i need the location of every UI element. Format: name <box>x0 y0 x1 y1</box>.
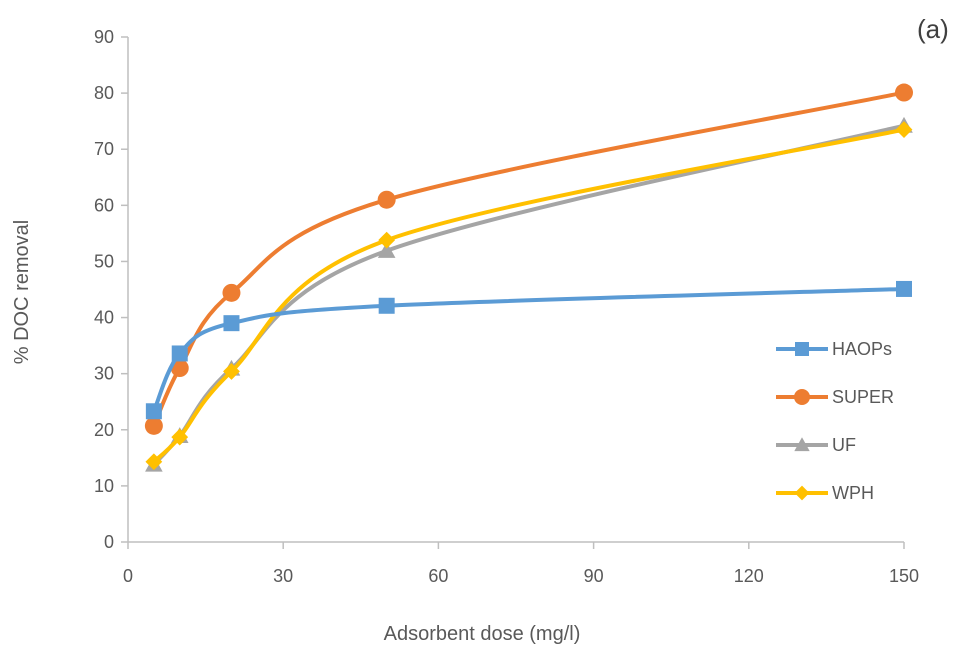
series-super <box>144 83 913 435</box>
series-layer <box>144 83 913 472</box>
data-point-super <box>144 416 163 435</box>
legend-marker-haops <box>795 342 809 356</box>
data-point-haops <box>223 315 240 332</box>
y-tick-label: 10 <box>94 476 114 496</box>
legend-marker-super <box>794 389 810 405</box>
data-point-haops <box>145 403 162 420</box>
y-axis-title: % DOC removal <box>11 220 33 364</box>
data-point-wph <box>171 428 189 446</box>
y-tick-label: 30 <box>94 364 114 384</box>
data-point-super <box>895 83 913 102</box>
data-point-haops <box>378 297 395 314</box>
legend-item-uf: UF <box>776 435 856 455</box>
data-point-wph <box>145 453 163 471</box>
legend-marker-uf <box>794 437 810 452</box>
y-tick-label: 60 <box>94 195 114 215</box>
legend-item-super: SUPER <box>776 387 894 407</box>
legend-marker-wph <box>794 485 810 501</box>
legend-label-super: SUPER <box>832 387 894 407</box>
data-point-uf <box>377 241 396 258</box>
legend-label-wph: WPH <box>832 483 874 503</box>
legend-label-uf: UF <box>832 435 856 455</box>
series-line-super <box>151 90 906 428</box>
y-tick-label: 20 <box>94 420 114 440</box>
series-haops <box>145 280 912 420</box>
x-axis-title: Adsorbent dose (mg/l) <box>384 623 581 645</box>
data-point-super <box>222 283 241 302</box>
x-tick-label: 120 <box>734 566 764 586</box>
legend-item-wph: WPH <box>776 483 874 503</box>
data-point-wph <box>378 231 396 249</box>
y-tick-label: 50 <box>94 251 114 271</box>
x-tick-label: 30 <box>273 566 293 586</box>
y-tick-label: 80 <box>94 83 114 103</box>
data-point-haops <box>896 280 912 297</box>
legend-item-haops: HAOPs <box>776 339 892 359</box>
axes: 0 10 20 30 40 50 60 70 80 90 0 30 60 90 120 150 <box>94 27 919 586</box>
x-tick-label: 0 <box>123 566 133 586</box>
y-tick-label: 40 <box>94 308 114 328</box>
y-tick-label: 90 <box>94 27 114 47</box>
x-tick-label: 60 <box>428 566 448 586</box>
data-point-haops <box>171 345 188 362</box>
data-point-wph <box>895 121 913 138</box>
data-point-super <box>377 190 396 209</box>
y-tick-label: 0 <box>104 532 114 552</box>
legend: HAOPs SUPER UF WPH <box>776 339 894 503</box>
series-line-uf <box>151 123 906 467</box>
data-point-wph <box>223 363 240 380</box>
legend-label-haops: HAOPs <box>832 339 892 359</box>
series-uf <box>145 116 913 472</box>
series-line-wph <box>151 127 906 464</box>
x-tick-label: 90 <box>584 566 604 586</box>
series-wph <box>145 121 913 471</box>
y-tick-label: 70 <box>94 139 114 159</box>
x-tick-label: 150 <box>889 566 919 586</box>
panel-label: (a) <box>917 14 949 44</box>
